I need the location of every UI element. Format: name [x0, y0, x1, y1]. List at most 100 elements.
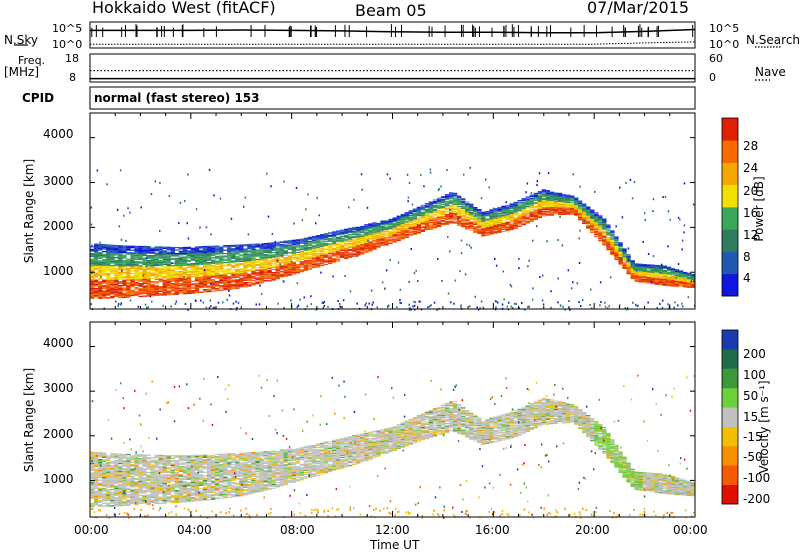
heat-cell: [182, 251, 188, 253]
heat-cell: [368, 234, 373, 236]
heat-cell: [219, 266, 224, 268]
heat-cell: [336, 254, 341, 256]
heat-cell: [150, 265, 155, 267]
heat-cell: [235, 276, 240, 278]
heat-cell: [436, 208, 442, 209]
heat-cell: [356, 243, 361, 245]
heat-cell: [267, 242, 272, 244]
heat-cell: [251, 273, 256, 274]
heat-cell: [582, 215, 587, 217]
heat-cell: [432, 221, 438, 222]
heat-cell: [545, 213, 551, 215]
heat-cell: [174, 278, 179, 280]
heat-cell: [606, 246, 611, 247]
heat-cell: [303, 267, 309, 269]
heat-cell: [319, 242, 325, 244]
heat-cell: [235, 249, 240, 251]
heat-cell: [319, 238, 325, 239]
heat-cell: [219, 248, 224, 250]
heat-cell: [194, 288, 200, 290]
heat-cell: [489, 230, 494, 232]
heat-cell: [473, 216, 478, 217]
xaxis-label: Time UT: [370, 538, 420, 552]
heat-cell: [521, 208, 526, 210]
heat-cell: [186, 247, 192, 250]
heat-cell: [170, 278, 175, 280]
heat-cell: [533, 212, 538, 214]
heat-cell: [231, 279, 236, 281]
heat-cell: [436, 213, 442, 214]
heat-cell: [541, 211, 546, 213]
heat-cell: [328, 263, 333, 264]
heat-cell: [182, 268, 188, 270]
heat-cell: [565, 209, 571, 211]
heat-cell: [344, 233, 349, 235]
heat-cell: [348, 229, 353, 231]
heat-cell: [243, 259, 248, 261]
heat-cell: [449, 221, 454, 222]
heat-cell: [118, 291, 123, 293]
heat-cell: [130, 272, 135, 275]
heat-cell: [255, 243, 260, 245]
heat-cell: [174, 260, 179, 262]
heat-cell: [340, 242, 345, 244]
heat-cell: [263, 279, 268, 281]
heat-cell: [549, 205, 555, 207]
heat-cell: [614, 250, 619, 252]
heat-cell: [315, 252, 321, 254]
heat-cell: [420, 208, 425, 210]
heat-cell: [190, 263, 196, 265]
heat-cell: [130, 292, 135, 294]
heat-cell: [368, 247, 373, 248]
heat-cell: [493, 214, 498, 216]
heat-cell: [98, 265, 103, 268]
heat-cell: [291, 264, 296, 265]
heat-cell: [239, 252, 244, 254]
heat-cell: [372, 249, 377, 250]
heat-cell: [275, 277, 280, 279]
heat-cell: [215, 246, 220, 248]
heat-cell: [198, 291, 204, 293]
heat-cell: [578, 208, 583, 210]
heat-cell: [146, 276, 151, 278]
heat-cell: [271, 245, 276, 247]
heat-cell: [94, 272, 99, 274]
heat-cell: [202, 271, 208, 273]
heat-cell: [182, 290, 188, 292]
heat-cell: [420, 221, 425, 223]
heat-cell: [440, 214, 446, 216]
heat-cell: [368, 231, 373, 232]
heat-cell: [174, 261, 179, 263]
heat-cell: [170, 252, 175, 255]
heat-cell: [299, 256, 304, 257]
heat-cell: [578, 212, 583, 214]
heat-cell: [590, 212, 595, 214]
heat-cell: [178, 262, 183, 264]
heat-cell: [94, 257, 99, 259]
heat-cell: [332, 243, 337, 245]
heat-cell: [138, 248, 143, 250]
heat-cell: [98, 267, 103, 269]
heat-cell: [106, 276, 111, 279]
heat-cell: [287, 242, 292, 243]
heat-cell: [602, 228, 607, 230]
heat-cell: [166, 284, 171, 286]
heat-cell: [98, 296, 103, 298]
heat-cell: [110, 267, 115, 269]
heat-cell: [247, 266, 252, 268]
heat-cell: [231, 249, 236, 251]
heat-cell: [602, 240, 607, 242]
heat-cell: [271, 279, 276, 281]
heat-cell: [570, 196, 575, 197]
heat-cell: [372, 224, 377, 226]
heat-cell: [344, 254, 349, 256]
heat-cell: [170, 280, 175, 282]
heat-cell: [356, 233, 361, 235]
heat-cell: [541, 198, 546, 199]
heat-cell: [162, 268, 167, 270]
heat-cell: [356, 252, 361, 254]
heat-cell: [138, 272, 143, 275]
heat-cell: [521, 202, 526, 204]
heat-cell: [436, 224, 442, 225]
heat-cell: [626, 265, 631, 267]
